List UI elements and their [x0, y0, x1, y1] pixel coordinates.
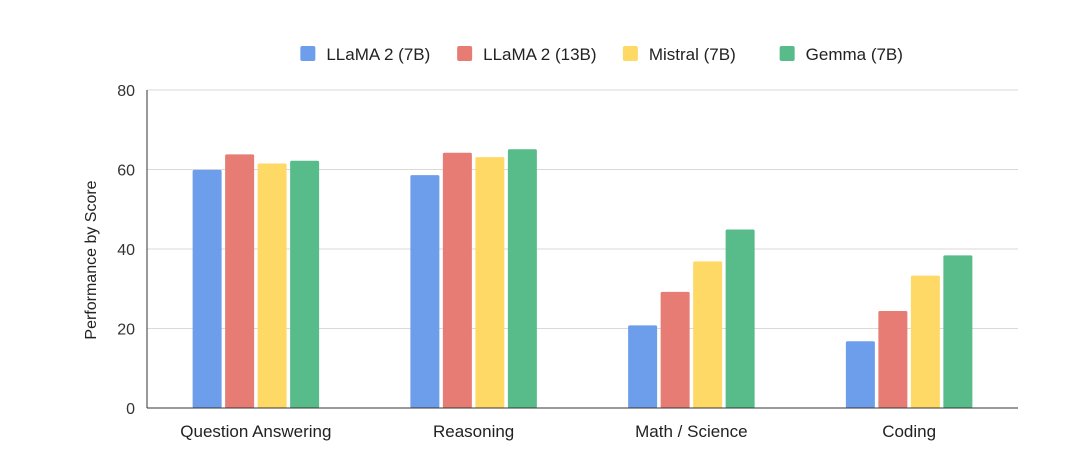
bar — [628, 325, 658, 408]
legend-swatch — [779, 46, 795, 61]
bar — [225, 154, 255, 408]
y-tick-label: 20 — [117, 322, 135, 339]
bar — [943, 255, 973, 408]
axes — [146, 90, 1018, 409]
x-category-label: Coding — [882, 422, 936, 441]
y-tick-label: 40 — [117, 242, 135, 259]
legend-swatch — [300, 46, 316, 61]
bar — [192, 169, 222, 408]
x-category-labels: Question Answering Reasoning Math / Scienc… — [180, 422, 936, 441]
bar — [442, 152, 472, 408]
y-tick-label: 0 — [126, 401, 135, 418]
legend-label: LLaMA 2 (13B) — [483, 45, 596, 64]
legend-label: Gemma (7B) — [806, 45, 903, 64]
bar — [725, 229, 755, 408]
legend-label: LLaMA 2 (7B) — [326, 45, 430, 64]
legend: LLaMA 2 (7B) LLaMA 2 (13B) Mistral (7B) Gem… — [300, 45, 903, 64]
bar — [910, 275, 940, 408]
bars — [192, 149, 973, 409]
x-category-label: Question Answering — [180, 422, 331, 441]
bar — [878, 311, 908, 408]
bar — [507, 149, 537, 409]
bar — [290, 160, 320, 408]
y-tick-label: 80 — [117, 83, 135, 100]
x-category-label: Math / Science — [635, 422, 747, 441]
bar — [475, 157, 505, 408]
y-tick-label: 60 — [117, 163, 135, 180]
legend-swatch — [457, 46, 473, 61]
x-category-label: Reasoning — [433, 422, 514, 441]
bar — [257, 163, 287, 408]
bar — [845, 341, 875, 408]
legend-swatch — [622, 46, 638, 61]
bar — [660, 291, 690, 408]
legend-label: Mistral (7B) — [649, 45, 736, 64]
bar — [410, 175, 440, 408]
bar — [693, 261, 723, 408]
y-tick-labels: 0 20 40 60 80 — [117, 83, 135, 418]
y-axis-title: Performance by Score — [83, 180, 100, 339]
